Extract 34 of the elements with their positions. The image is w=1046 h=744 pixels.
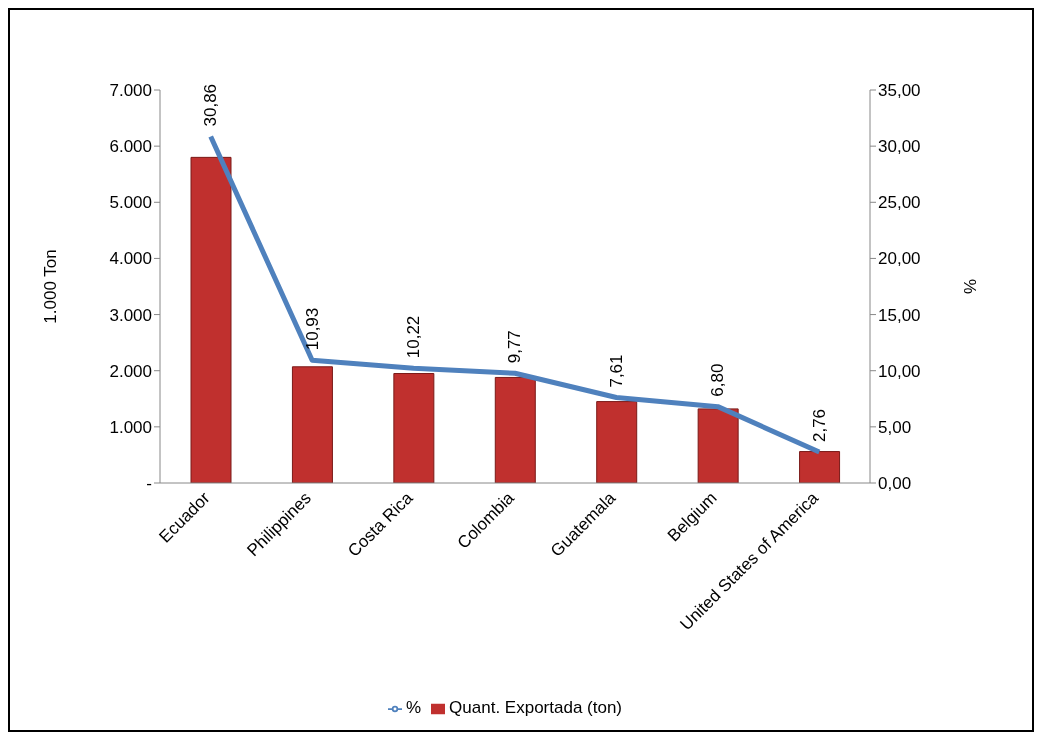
data-label: 30,86 [201, 83, 221, 127]
y-tick-label: 4.000 [109, 249, 152, 269]
y2-tick-label: 35,00 [878, 81, 921, 101]
bar [697, 408, 739, 483]
bar [190, 156, 232, 483]
y-tick-label: 5.000 [109, 193, 152, 213]
y2-tick-label: 15,00 [878, 305, 921, 325]
bar [494, 376, 536, 483]
y-tick-label: 1.000 [109, 417, 152, 437]
legend-label: Quant. Exportada (ton) [449, 698, 623, 717]
legend-label: % [405, 698, 422, 717]
data-label: 9,77 [505, 330, 525, 364]
y2-tick-label: 25,00 [878, 193, 921, 213]
data-label: 10,22 [404, 315, 424, 359]
data-label: 10,93 [302, 307, 322, 351]
y2-tick-label: 0,00 [878, 474, 912, 494]
y-tick-label: 7.000 [109, 81, 152, 101]
y-tick-label: 6.000 [109, 137, 152, 157]
y-axis-title: 1.000 Ton [41, 249, 61, 324]
y-tick-label: 3.000 [109, 305, 152, 325]
y2-tick-label: 30,00 [878, 137, 921, 157]
data-label: 6,80 [708, 363, 728, 397]
bar [799, 451, 841, 483]
bar [596, 401, 638, 483]
y2-tick-label: 20,00 [878, 249, 921, 269]
y2-axis-title: % [961, 278, 981, 295]
y-tick-label: - [146, 474, 152, 494]
bar [291, 366, 333, 483]
y2-tick-label: 10,00 [878, 361, 921, 381]
y2-tick-label: 5,00 [878, 417, 912, 437]
bar [393, 373, 435, 483]
data-label: 7,61 [606, 354, 626, 388]
data-label: 2,76 [809, 408, 829, 443]
y-tick-label: 2.000 [109, 361, 152, 381]
